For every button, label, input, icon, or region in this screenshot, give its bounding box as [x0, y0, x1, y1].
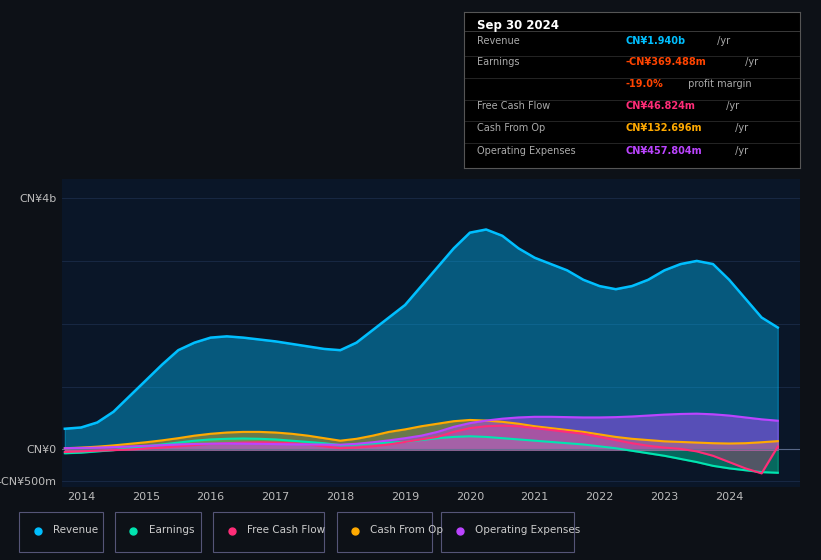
- Text: /yr: /yr: [723, 101, 739, 111]
- Text: /yr: /yr: [742, 58, 758, 67]
- Text: Revenue: Revenue: [477, 36, 520, 46]
- Text: Cash From Op: Cash From Op: [370, 525, 443, 535]
- Text: /yr: /yr: [732, 123, 749, 133]
- FancyBboxPatch shape: [337, 512, 432, 552]
- Text: Free Cash Flow: Free Cash Flow: [247, 525, 325, 535]
- Text: Operating Expenses: Operating Expenses: [477, 146, 576, 156]
- Text: Revenue: Revenue: [53, 525, 99, 535]
- FancyBboxPatch shape: [442, 512, 574, 552]
- Text: Earnings: Earnings: [149, 525, 195, 535]
- Text: CN¥457.804m: CN¥457.804m: [626, 146, 702, 156]
- Text: -CN¥369.488m: -CN¥369.488m: [626, 58, 706, 67]
- Text: CN¥46.824m: CN¥46.824m: [626, 101, 695, 111]
- Text: Free Cash Flow: Free Cash Flow: [477, 101, 551, 111]
- Text: Operating Expenses: Operating Expenses: [475, 525, 580, 535]
- Text: -19.0%: -19.0%: [626, 80, 663, 89]
- FancyBboxPatch shape: [115, 512, 201, 552]
- Text: Cash From Op: Cash From Op: [477, 123, 546, 133]
- Text: /yr: /yr: [713, 36, 730, 46]
- FancyBboxPatch shape: [213, 512, 324, 552]
- Text: profit margin: profit margin: [686, 80, 752, 89]
- Text: CN¥132.696m: CN¥132.696m: [626, 123, 702, 133]
- Text: Sep 30 2024: Sep 30 2024: [477, 18, 559, 31]
- FancyBboxPatch shape: [20, 512, 103, 552]
- Text: CN¥1.940b: CN¥1.940b: [626, 36, 686, 46]
- Text: Earnings: Earnings: [477, 58, 520, 67]
- Text: /yr: /yr: [732, 146, 749, 156]
